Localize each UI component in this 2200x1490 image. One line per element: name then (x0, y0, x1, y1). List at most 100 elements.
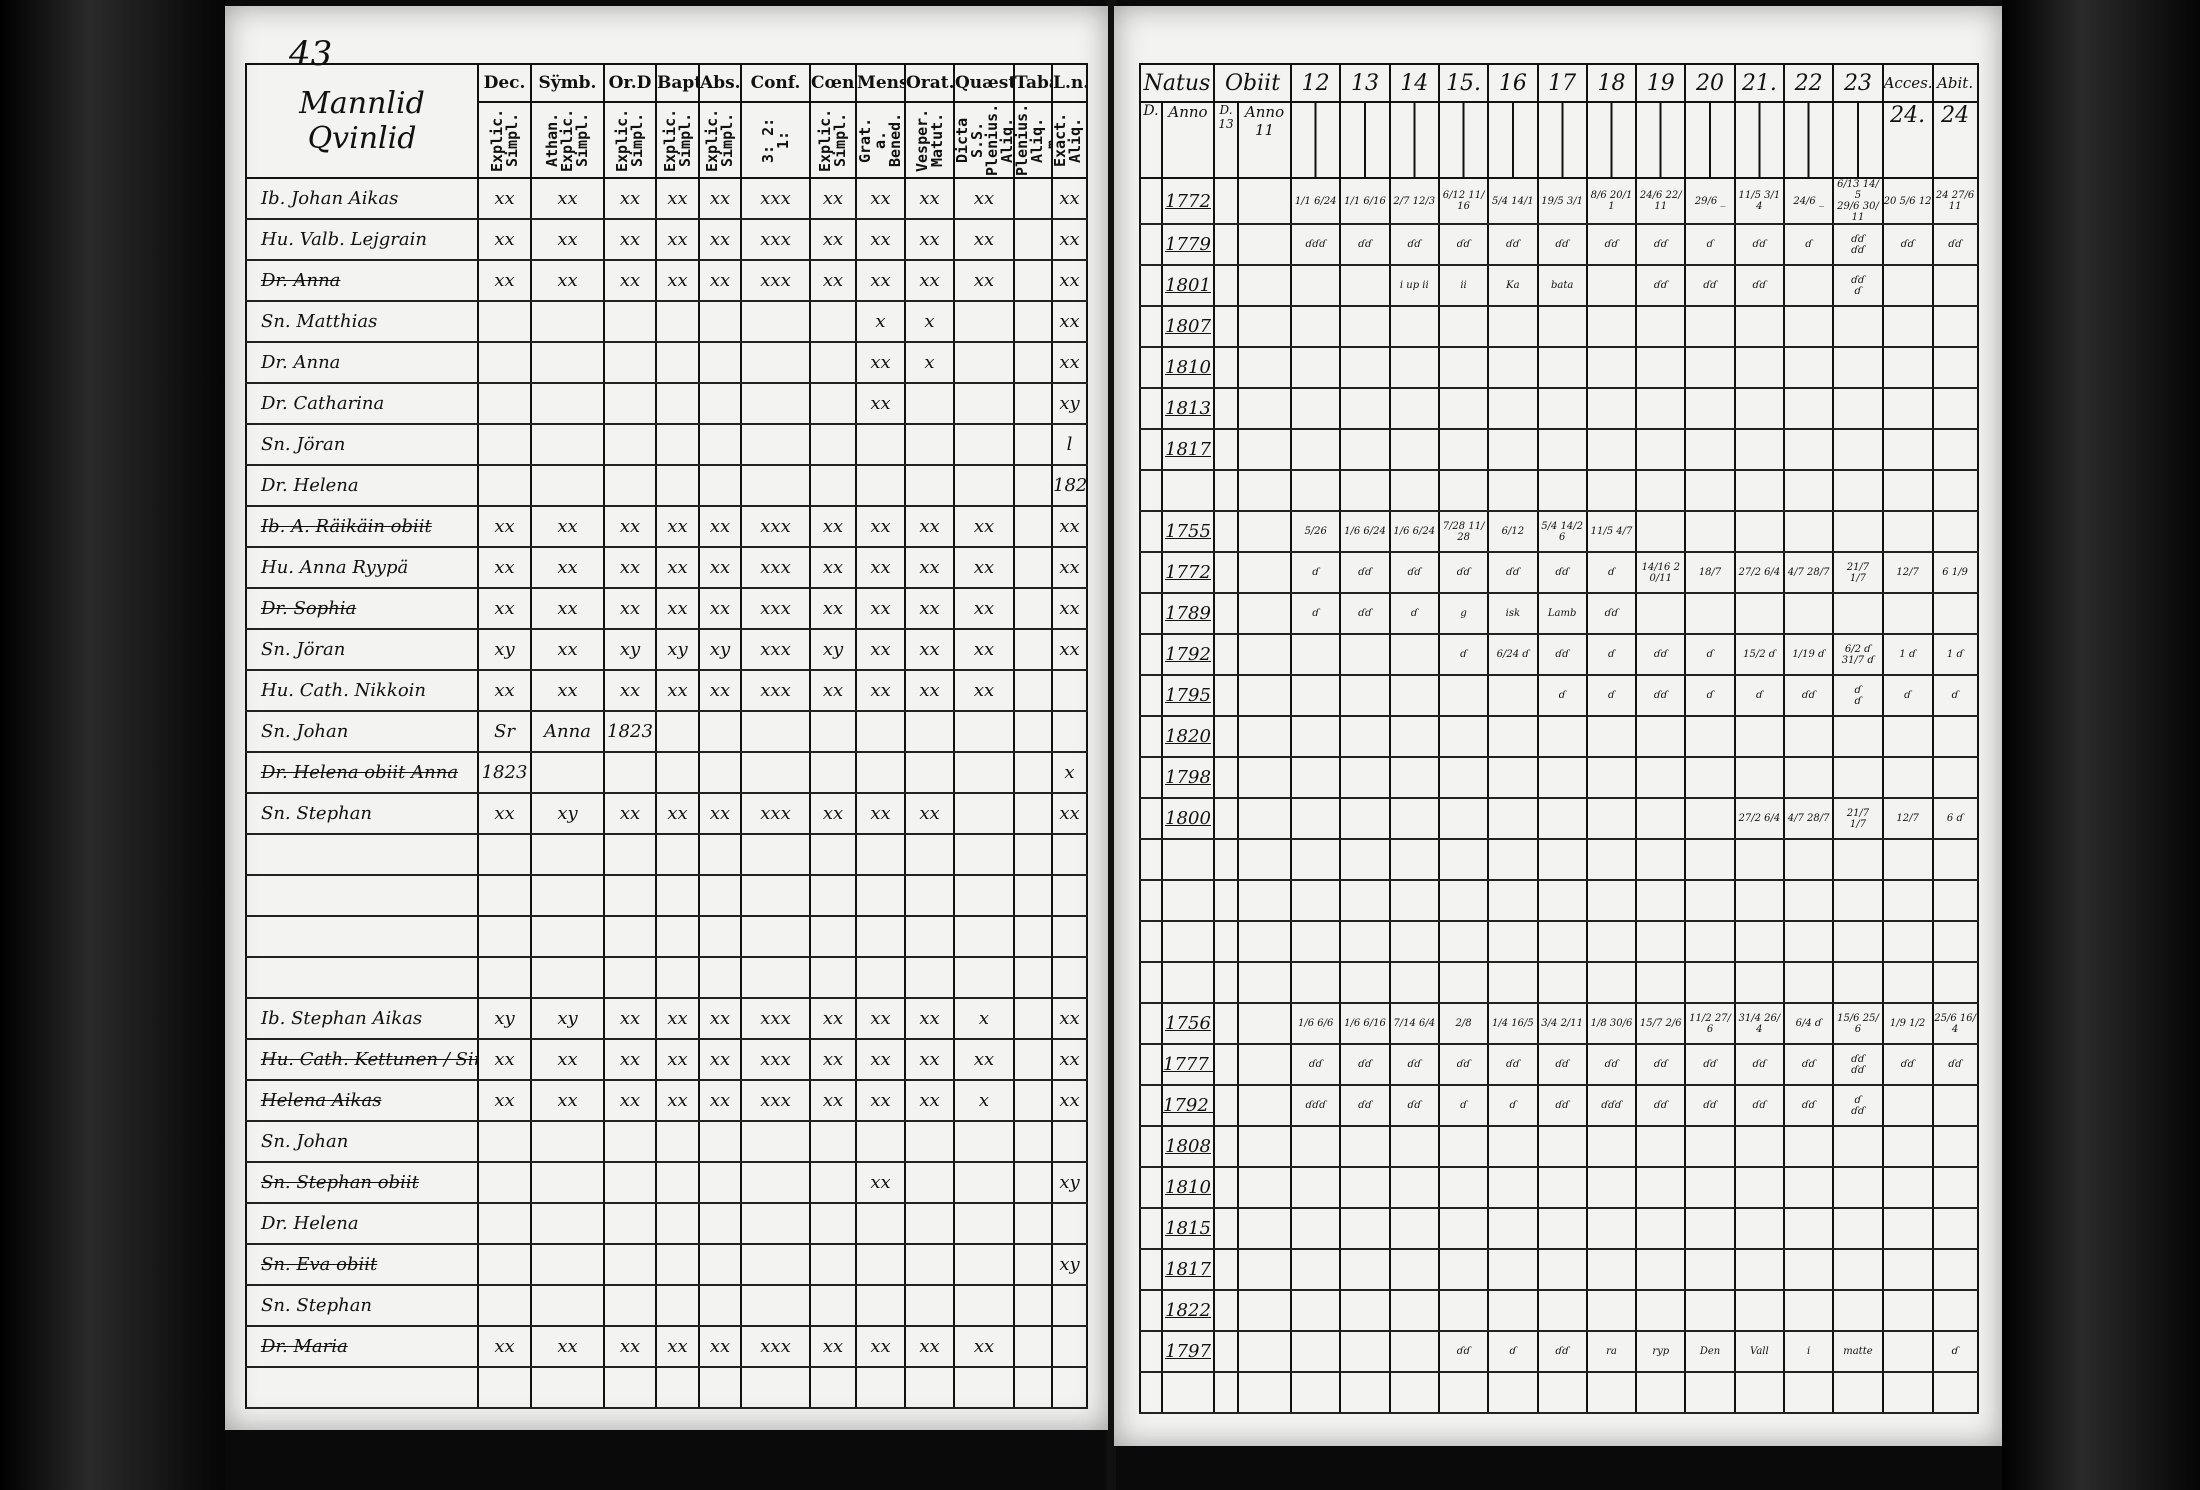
communion-entry: ɗɗ (1635, 265, 1687, 307)
acces-entry (1881, 1290, 1934, 1332)
communion-entry (1437, 675, 1490, 717)
register-row: Helena Aikas xx xx xx xx xx xxx xx xx xx x xx (245, 1080, 1088, 1122)
birth-year: 1822 (1160, 1290, 1216, 1332)
column-subheader: Explic. Simpl. (698, 101, 742, 179)
person-name: Sn. Jöran (245, 424, 479, 466)
exam-mark (603, 1203, 657, 1245)
exam-mark (740, 957, 811, 999)
exam-mark (953, 1121, 1015, 1163)
communion-entry (1733, 839, 1786, 881)
exam-mark: xx (698, 547, 742, 589)
communion-entry: 1/6 6/24 (1339, 511, 1391, 553)
exam-mark: xx (809, 1326, 857, 1368)
exam-mark: xx (477, 1080, 532, 1122)
column-subheader-text: Explic. Simpl. (703, 108, 736, 172)
communion-entry (1487, 675, 1539, 717)
exam-mark (740, 916, 811, 958)
communion-entry (1684, 716, 1736, 758)
communion-entry (1585, 306, 1638, 348)
exam-mark (855, 1203, 906, 1245)
death-day (1213, 1249, 1240, 1291)
exam-mark: xx (855, 793, 906, 835)
register-row: Ib. Stephan Aikas xy xy xx xx xx xxx xx xx xx x xx (245, 998, 1088, 1040)
communion-entry: Den (1684, 1331, 1736, 1373)
communion-entry: 1/1 6/16 (1339, 178, 1391, 225)
communion-entry (1782, 1372, 1835, 1414)
abit-entry: 1 ɗ (1931, 634, 1979, 676)
death-day (1213, 921, 1240, 963)
exam-mark (740, 711, 811, 753)
communion-entry: ɗɗ (1290, 1044, 1342, 1086)
communion-entry (1782, 1167, 1835, 1209)
communion-entry (1487, 347, 1539, 389)
communion-entry (1733, 429, 1786, 471)
birth-day (1139, 593, 1163, 635)
exam-mark (603, 957, 657, 999)
communion-entry: ɗɗ (1437, 1331, 1490, 1373)
acces-entry (1881, 1208, 1934, 1250)
exam-mark: xx (855, 342, 906, 384)
exam-mark: xx (530, 506, 605, 548)
communion-entry (1733, 511, 1786, 553)
column-header: Bapt. (655, 63, 700, 103)
communion-entry (1832, 757, 1884, 799)
catechetical-register-table: Mannlid QvinlidDec.Sÿmb.Or.DBapt.Abs.Con… (245, 63, 1088, 1409)
communion-entry (1487, 1249, 1539, 1291)
birth-year: 1801 (1160, 265, 1216, 307)
natus-year-header: Anno (1160, 101, 1216, 179)
exam-mark (530, 465, 605, 507)
exam-mark (855, 1121, 906, 1163)
exam-mark: xx (953, 219, 1015, 261)
exam-mark (953, 301, 1015, 343)
communion-entry: ɗɗ (1388, 224, 1440, 266)
register-row: Dr. Helena 1820 (245, 465, 1088, 507)
communion-entry (1339, 470, 1391, 512)
communion-entry (1782, 1208, 1835, 1250)
abit-entry (1931, 388, 1979, 430)
death-day (1213, 1167, 1240, 1209)
birth-day (1139, 675, 1163, 717)
communion-entry (1832, 921, 1884, 963)
register-row: Dr. Sophia xx xx xx xx xx xxx xx xx xx xx xx (245, 588, 1088, 630)
column-header: Mens. (855, 63, 906, 103)
communion-entry: ɗɗ (1585, 593, 1638, 635)
communion-entry: Ka (1487, 265, 1539, 307)
communion-entry (1635, 962, 1687, 1004)
exam-mark: xy (1051, 1162, 1088, 1204)
birth-year: 1795 (1160, 675, 1216, 717)
acces-entry: ɗɗ (1881, 224, 1934, 266)
communion-entry (1585, 921, 1638, 963)
communion-entry: ɗɗ (1782, 1044, 1835, 1086)
book-edge-right (2002, 0, 2200, 1490)
exam-mark (953, 834, 1015, 876)
communion-entry (1782, 962, 1835, 1004)
communion-entry (1782, 757, 1835, 799)
exam-mark (698, 465, 742, 507)
exam-mark: xx (953, 178, 1015, 220)
communion-entry: 5/4 14/1 (1487, 178, 1539, 225)
communion-entry: 1/8 30/6 (1585, 1003, 1638, 1045)
communion-entry (1487, 470, 1539, 512)
birth-day (1139, 716, 1163, 758)
communion-entry (1487, 388, 1539, 430)
exam-mark: xx (530, 1326, 605, 1368)
acces-entry (1881, 347, 1934, 389)
register-row: Ib. Johan Aikas xx xx xx xx xx xxx xx xx xx xx xx (245, 178, 1088, 220)
communion-entry: 4/7 28/7 (1782, 798, 1835, 840)
exam-mark (477, 1121, 532, 1163)
birth-day (1139, 265, 1163, 307)
communion-entry: i up ii (1388, 265, 1440, 307)
register-row: 1800 27/2 6/4 4/7 28/7 21/7 1/7 12/7 6 ɗ (1139, 798, 1979, 840)
register-row: 1792 / 1787ɗɗɗɗɗɗɗɗɗɗɗɗɗɗɗɗɗɗɗɗɗɗɗɗɗ (1139, 1085, 1979, 1127)
column-header: Orat. (904, 63, 955, 103)
communion-entry (1635, 388, 1687, 430)
communion-entry (1290, 1126, 1342, 1168)
communion-entry (1339, 265, 1391, 307)
exam-mark: xx (855, 383, 906, 425)
exam-mark: xx (904, 178, 955, 220)
communion-entry (1487, 1372, 1539, 1414)
communion-entry (1487, 839, 1539, 881)
communion-entry: ɗɗ (1782, 1085, 1835, 1127)
exam-mark: xx (809, 588, 857, 630)
birth-day (1139, 511, 1163, 553)
